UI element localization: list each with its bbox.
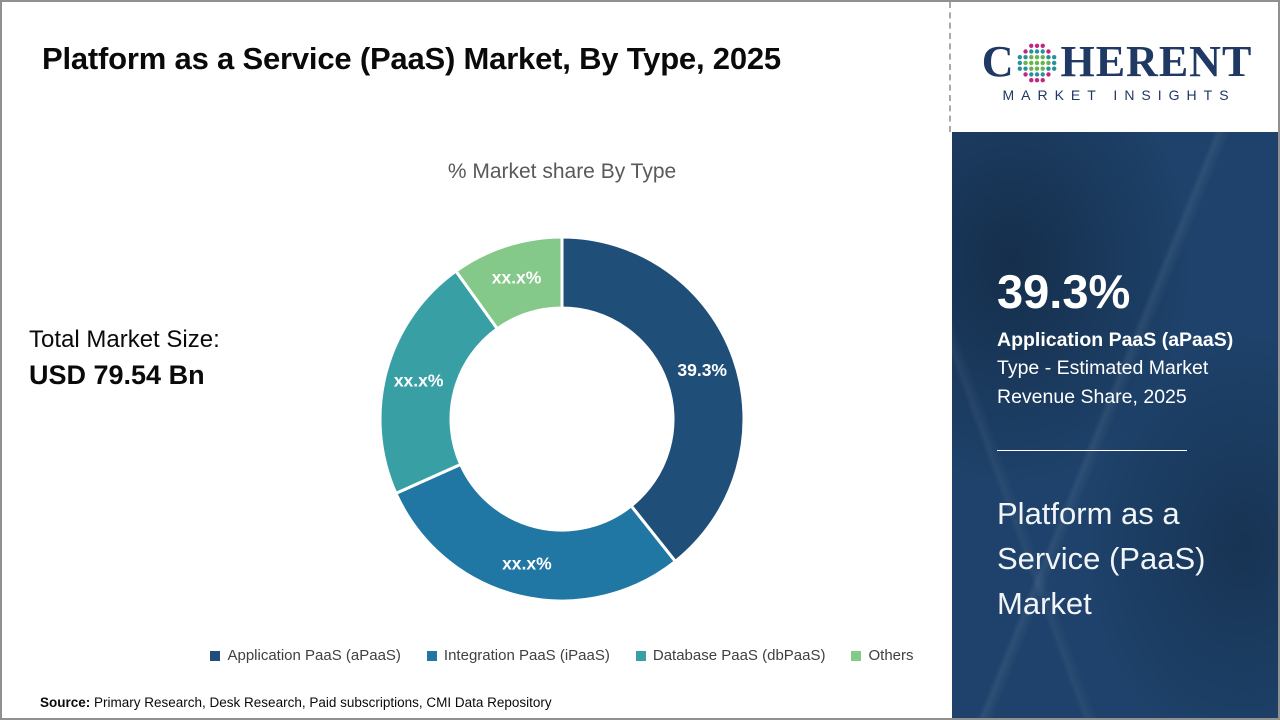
legend-swatch-4 (851, 650, 862, 661)
source-text: Primary Research, Desk Research, Paid su… (90, 695, 552, 710)
legend-item-1: Application PaaS (aPaaS) (210, 647, 401, 664)
page-title: Platform as a Service (PaaS) Market, By … (42, 41, 781, 76)
legend-item-4: Others (851, 647, 914, 664)
chart-title: % Market share By Type (447, 160, 677, 183)
donut-segment-1 (560, 235, 746, 563)
legend-swatch-3 (635, 650, 646, 661)
total-market-size-value: USD 79.54 Bn (29, 360, 205, 390)
sidebar: C HERENT MARKET INSIGHTS 39.3% (952, 2, 1278, 718)
dotted-globe-icon (1018, 43, 1057, 82)
legend-item-3: Database PaaS (dbPaaS) (635, 647, 826, 664)
donut-chart-svg: 39.3% xx.x% xx.x% xx.x% (378, 235, 746, 603)
legend-swatch-1 (210, 650, 221, 661)
sidebar-panel: 39.3% Application PaaS (aPaaS) Type - Es… (952, 132, 1278, 718)
brand-word-start: C (981, 36, 1015, 86)
legend-label-3: Database PaaS (dbPaaS) (652, 647, 826, 664)
source-note: Source: Primary Research, Desk Research,… (40, 695, 552, 710)
donut-segment-label-1: 39.3% (677, 360, 727, 380)
legend-label-1: Application PaaS (aPaaS) (227, 647, 401, 664)
legend-swatch-2 (426, 650, 437, 661)
dashed-separator (949, 2, 951, 132)
source-label: Source: (40, 695, 91, 710)
panel-divider (997, 450, 1187, 451)
brand-wordmark: C HERENT (981, 36, 1253, 86)
legend-label-4: Others (868, 647, 914, 664)
highlight-value: 39.3% (997, 265, 1131, 318)
donut-chart: 39.3% xx.x% xx.x% xx.x% (372, 229, 752, 609)
brand-tagline: MARKET INSIGHTS (1002, 86, 1236, 103)
donut-segment-4 (454, 235, 564, 331)
legend-label-2: Integration PaaS (iPaaS) (443, 647, 610, 664)
chart-legend: Application PaaS (aPaaS) Integration PaaS… (102, 647, 1022, 664)
donut-segment-3 (378, 269, 499, 495)
brand-word-end: HERENT (1060, 36, 1253, 86)
donut-segment-2 (394, 462, 677, 603)
highlight-segment-name: Application PaaS (aPaaS) (997, 329, 1234, 351)
total-market-size-label: Total Market Size: (29, 326, 220, 353)
highlight-description: Type - Estimated Market Revenue Share, 2… (997, 357, 1209, 408)
donut-segment-label-3: xx.x% (394, 370, 444, 390)
legend-item-2: Integration PaaS (iPaaS) (426, 647, 610, 664)
donut-segment-label-4: xx.x% (492, 268, 542, 288)
panel-market-name: Platform as a Service (PaaS) Market (997, 496, 1206, 621)
donut-segment-label-2: xx.x% (502, 553, 552, 573)
brand-logo: C HERENT MARKET INSIGHTS (952, 2, 1278, 132)
total-market-size: Total Market Size: USD 79.54 Bn (29, 326, 220, 391)
